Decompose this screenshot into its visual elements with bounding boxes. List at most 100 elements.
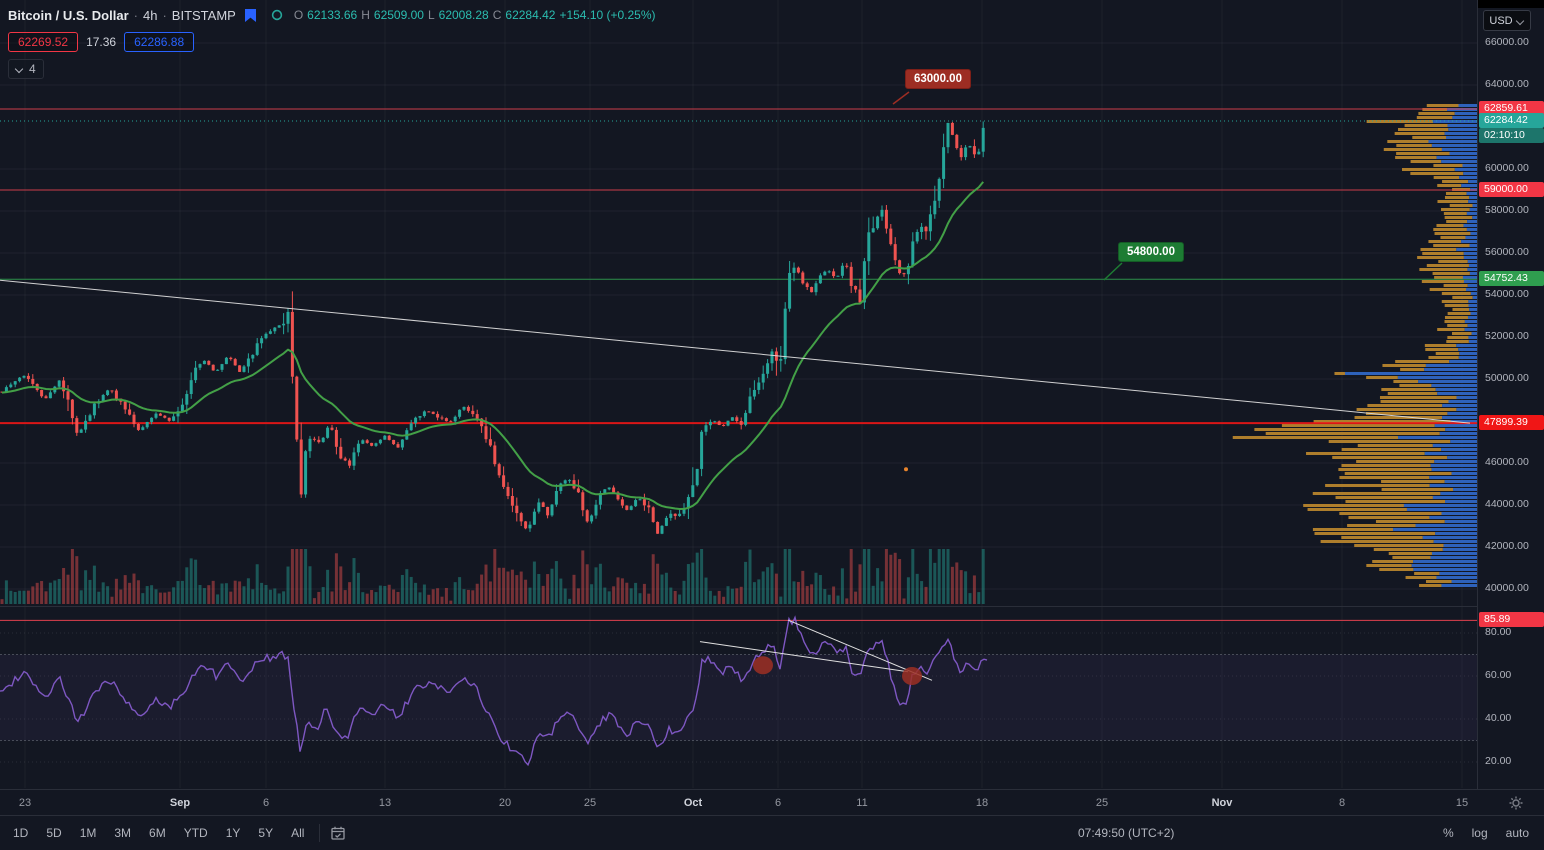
sell-button[interactable]: 62269.52 — [8, 31, 79, 52]
price-line-label[interactable]: 59000.00 — [1479, 182, 1544, 197]
separator-dot: · — [133, 7, 138, 23]
price-chart-canvas[interactable] — [0, 0, 1477, 789]
currency-label: USD — [1489, 14, 1513, 27]
bid-ask-row: 62269.52 17.36 62286.88 — [8, 31, 656, 52]
currency-dropdown[interactable]: USD — [1483, 10, 1531, 31]
change-value: +154.10 (+0.25%) — [559, 8, 656, 22]
range-button-1m[interactable]: 1M — [79, 826, 97, 840]
close-label: C — [492, 8, 502, 22]
price-line-label[interactable]: 62859.61 — [1479, 100, 1544, 116]
grid-layer — [0, 42, 1477, 590]
time-axis-tick: 6 — [262, 797, 270, 809]
range-button-6m[interactable]: 6M — [149, 826, 166, 840]
dot-marker — [904, 467, 908, 472]
exchange-label[interactable]: BITSTAMP — [171, 7, 236, 23]
time-axis[interactable]: 23 Sep 6 13 20 25 Oct 6 11 18 25 Nov 8 15 — [0, 789, 1544, 816]
price-line-label[interactable]: 54752.43 — [1479, 271, 1544, 287]
rsi-trendline — [699, 641, 909, 673]
range-button-ytd[interactable]: YTD — [183, 826, 208, 840]
callout-pointer — [1103, 262, 1123, 281]
time-axis-tick: 8 — [1338, 797, 1346, 809]
buy-button[interactable]: 62286.88 — [124, 31, 195, 52]
price-axis-tick: 40000.00 — [1485, 582, 1529, 594]
range-button-all[interactable]: All — [291, 826, 305, 840]
close-value: 62284.42 — [505, 8, 556, 22]
rsi-axis-tick: 80.00 — [1485, 626, 1512, 638]
go-to-date-icon[interactable] — [326, 821, 350, 845]
trendline — [0, 279, 1471, 424]
callout-pointer — [892, 91, 910, 105]
symbol-title[interactable]: Bitcoin / U.S. Dollar — [8, 7, 129, 23]
chevron-down-icon — [16, 65, 24, 73]
price-axis[interactable]: USD 66000.00 64000.00 60000.00 58000.00 5600… — [1477, 0, 1544, 789]
rsi-axis-tick: 60.00 — [1485, 669, 1512, 681]
price-target-callout-54800[interactable]: 54800.00 — [1118, 242, 1184, 262]
range-button-3m[interactable]: 3M — [114, 826, 132, 840]
spread-value: 17.36 — [86, 34, 117, 49]
time-axis-tick: 25 — [583, 797, 597, 809]
time-axis-tick: 25 — [1095, 797, 1109, 809]
scale-buttons: % log auto — [1436, 816, 1536, 850]
rsi-axis-tick: 20.00 — [1485, 755, 1512, 767]
time-axis-tick: Oct — [683, 797, 703, 809]
time-axis-tick: 13 — [378, 797, 392, 809]
rsi-axis-tick: 40.00 — [1485, 712, 1512, 724]
price-axis-tick: 46000.00 — [1485, 456, 1529, 468]
rsi-line — [0, 615, 988, 767]
range-button-5d[interactable]: 5D — [46, 826, 62, 840]
rsi-band — [0, 654, 1477, 741]
time-axis-tick: Sep — [169, 797, 191, 809]
range-button-1d[interactable]: 1D — [13, 826, 29, 840]
time-axis-tick: 20 — [498, 797, 512, 809]
volume-profile — [1232, 104, 1477, 587]
price-line-label[interactable]: 47899.39 — [1479, 415, 1544, 431]
market-status-icon — [271, 9, 283, 21]
current-price-label[interactable]: 62284.42 — [1479, 113, 1544, 129]
price-target-callout-63000[interactable]: 63000.00 — [905, 69, 971, 89]
ohlc-values: O 62133.66 H 62509.00 L 62008.28 C 62284.42 … — [294, 8, 656, 22]
time-axis-tick: 6 — [774, 797, 782, 809]
price-axis-tick: 54000.00 — [1485, 288, 1529, 300]
flag-icon[interactable] — [244, 8, 256, 22]
bottom-toolbar: 1D 5D 1M 3M 6M YTD 1Y 5Y All 07:49:50 (UTC+2) % … — [0, 815, 1544, 850]
price-axis-tick: 50000.00 — [1485, 372, 1529, 384]
chevron-down-icon — [1517, 17, 1525, 25]
price-axis-tick: 52000.00 — [1485, 330, 1529, 342]
gear-icon[interactable] — [1508, 795, 1524, 811]
volume-bars — [0, 549, 985, 604]
time-axis-tick: 18 — [975, 797, 989, 809]
price-axis-tick: 64000.00 — [1485, 78, 1529, 90]
toolbar-separator — [319, 824, 321, 842]
date-range-buttons: 1D 5D 1M 3M 6M YTD 1Y 5Y All — [4, 816, 350, 850]
bar-countdown-label: 02:10:10 — [1479, 128, 1544, 144]
time-axis-tick: 11 — [856, 797, 868, 809]
low-value: 62008.28 — [438, 8, 489, 22]
price-axis-tick: 58000.00 — [1485, 204, 1529, 216]
interval-label[interactable]: 4h — [142, 7, 158, 23]
ma-line — [1, 181, 984, 510]
indicator-count: 4 — [29, 62, 36, 76]
price-axis-tick: 56000.00 — [1485, 246, 1529, 258]
clock-label: 07:49:50 (UTC+2) — [1078, 826, 1175, 840]
time-axis-tick: Nov — [1211, 797, 1233, 809]
price-axis-tick: 66000.00 — [1485, 36, 1529, 48]
open-value: 62133.66 — [307, 8, 358, 22]
candlestick-series — [0, 121, 985, 535]
range-button-5y[interactable]: 5Y — [258, 826, 274, 840]
auto-scale-button[interactable]: auto — [1505, 826, 1529, 840]
time-axis-tick: 23 — [18, 797, 32, 809]
indicators-collapse-button[interactable]: 4 — [8, 59, 44, 79]
log-scale-button[interactable]: log — [1471, 826, 1488, 840]
percent-scale-button[interactable]: % — [1442, 826, 1454, 840]
open-label: O — [293, 8, 304, 22]
rsi-level-label[interactable]: 85.89 — [1479, 612, 1544, 628]
high-value: 62509.00 — [373, 8, 424, 22]
price-axis-tick: 42000.00 — [1485, 540, 1529, 552]
axis-corner-strip — [1478, 0, 1544, 8]
separator-dot: · — [162, 7, 167, 23]
range-button-1y[interactable]: 1Y — [225, 826, 241, 840]
rsi-circle-marker — [753, 656, 773, 675]
